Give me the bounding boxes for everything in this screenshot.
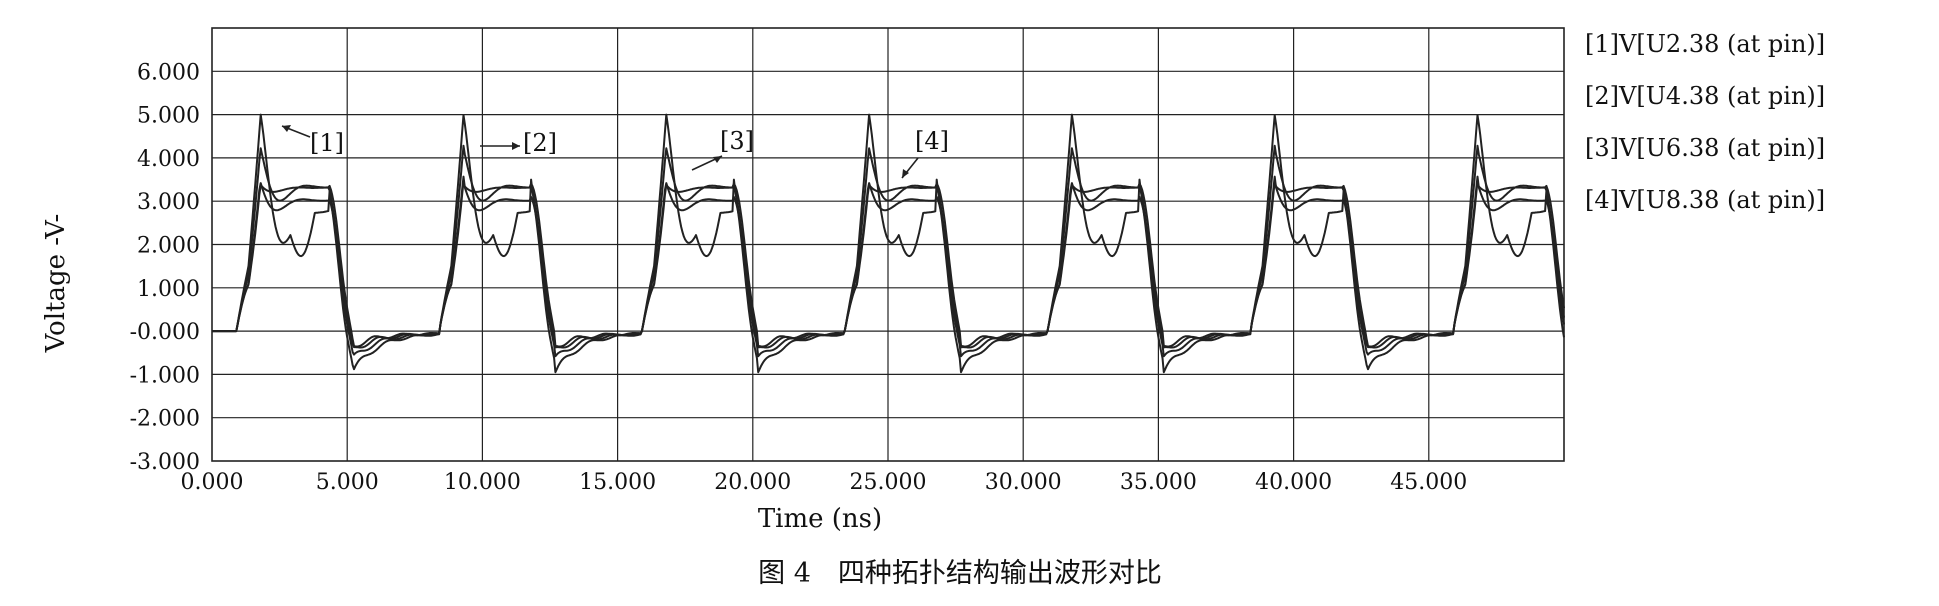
y-tick-label: 5.000 <box>137 104 200 129</box>
y-tick-label: -3.000 <box>130 450 200 475</box>
legend: [1]V[U2.38 (at pin)] [2]V[U4.38 (at pin)… <box>1585 30 1825 214</box>
x-tick-labels: 0.000 5.000 10.000 15.000 20.000 25.000 30.000… <box>181 470 1468 495</box>
series-annotations: [1] [2] [3] [4] <box>281 125 949 179</box>
grid <box>211 27 1565 462</box>
x-tick-label: 30.000 <box>985 470 1062 495</box>
x-tick-label: 20.000 <box>714 470 791 495</box>
y-tick-label: 3.000 <box>137 190 200 215</box>
x-axis-label: Time (ns) <box>758 504 882 534</box>
figure-caption: 图 4 四种拓扑结构输出波形对比 <box>758 558 1162 589</box>
annotation-3: [3] <box>720 127 754 155</box>
y-axis-label: Voltage -V- <box>41 214 71 354</box>
series-layer <box>212 113 1565 374</box>
x-tick-label: 45.000 <box>1390 470 1467 495</box>
x-tick-label: 35.000 <box>1120 470 1197 495</box>
legend-entry-2: [2]V[U4.38 (at pin)] <box>1585 82 1825 110</box>
y-tick-label: 1.000 <box>137 277 200 302</box>
x-tick-label: 25.000 <box>850 470 927 495</box>
x-tick-label: 15.000 <box>579 470 656 495</box>
annotation-2: [2] <box>523 129 557 157</box>
y-tick-label: 6.000 <box>137 60 200 85</box>
y-tick-label: -2.000 <box>130 407 200 432</box>
x-tick-label: 40.000 <box>1255 470 1332 495</box>
annotation-arrowhead-2 <box>512 142 520 150</box>
legend-entry-3: [3]V[U6.38 (at pin)] <box>1585 134 1825 162</box>
annotation-arrowhead-3 <box>713 156 722 163</box>
annotation-arrowhead-4 <box>902 169 909 178</box>
annotation-1: [1] <box>310 129 344 157</box>
x-tick-label: 10.000 <box>444 470 521 495</box>
series-line-4 <box>212 180 1565 348</box>
y-tick-label: 2.000 <box>137 234 200 259</box>
x-tick-label: 5.000 <box>316 470 379 495</box>
legend-entry-4: [4]V[U8.38 (at pin)] <box>1585 186 1825 214</box>
x-tick-label: 0.000 <box>181 470 244 495</box>
annotation-arrowhead-1 <box>282 125 291 132</box>
y-tick-label: -1.000 <box>130 363 200 388</box>
legend-entry-1: [1]V[U2.38 (at pin)] <box>1585 30 1825 58</box>
y-tick-labels: 6.000 5.000 4.000 3.000 2.000 1.000 -0.000 -1.0… <box>130 60 200 475</box>
y-tick-label: 4.000 <box>137 147 200 172</box>
annotation-4: [4] <box>915 127 949 155</box>
y-tick-label: -0.000 <box>130 320 200 345</box>
